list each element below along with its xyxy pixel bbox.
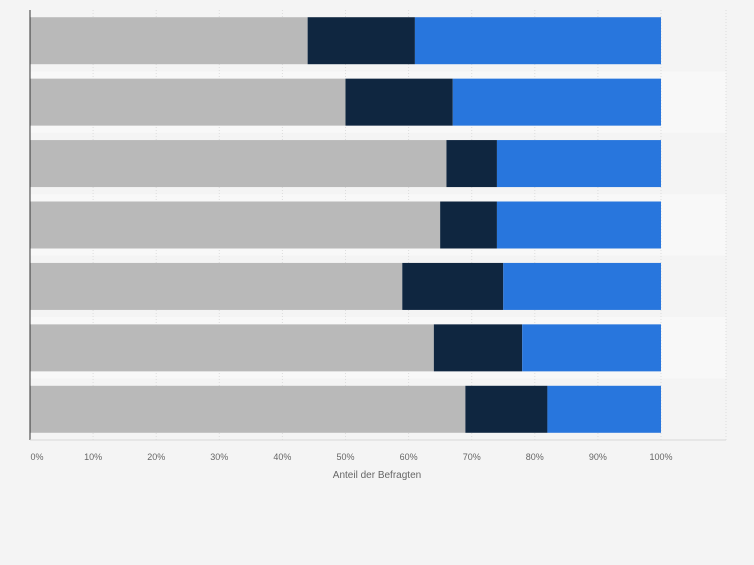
x-tick-label: 20%: [147, 452, 165, 462]
bar-segment-series-1: [30, 324, 434, 372]
bar-segment-series-1: [30, 17, 308, 65]
bar-segment-series-3: [414, 17, 661, 65]
bar-segment-series-3: [496, 140, 661, 188]
bar-segment-series-3: [452, 78, 661, 126]
bar-segment-series-1: [30, 262, 403, 310]
x-tick-labels: 0% 10% 20% 30% 40% 50% 60% 70% 80% 90% 100%: [30, 452, 672, 462]
bar-segment-series-3: [547, 385, 661, 433]
bar-segment-series-2: [440, 201, 497, 249]
x-tick-label: 30%: [210, 452, 228, 462]
bar-segment-series-2: [433, 324, 523, 372]
bar-segment-series-1: [30, 201, 441, 249]
x-axis-label: Anteil der Befragten: [333, 470, 421, 481]
bar-segment-series-3: [522, 324, 661, 372]
bar-segment-series-1: [30, 78, 346, 126]
x-tick-label: 50%: [336, 452, 354, 462]
bar-segment-series-1: [30, 385, 466, 433]
bar-segment-series-3: [503, 262, 661, 310]
x-tick-label: 90%: [589, 452, 607, 462]
bar-segment-series-2: [345, 78, 453, 126]
x-tick-label: 40%: [273, 452, 291, 462]
bar-segment-series-3: [496, 201, 661, 249]
bar-segment-series-2: [446, 140, 497, 188]
x-tick-label: 100%: [649, 452, 672, 462]
bar-segment-series-2: [402, 262, 504, 310]
x-tick-label: 0%: [30, 452, 43, 462]
axes: [29, 10, 726, 441]
x-tick-label: 70%: [463, 452, 481, 462]
bar-segment-series-1: [30, 140, 447, 188]
bar-segment-series-2: [307, 17, 415, 65]
x-tick-label: 80%: [526, 452, 544, 462]
x-tick-label: 60%: [400, 452, 418, 462]
bar-segments: [30, 17, 661, 433]
x-tick-label: 10%: [84, 452, 102, 462]
bar-segment-series-2: [465, 385, 548, 433]
